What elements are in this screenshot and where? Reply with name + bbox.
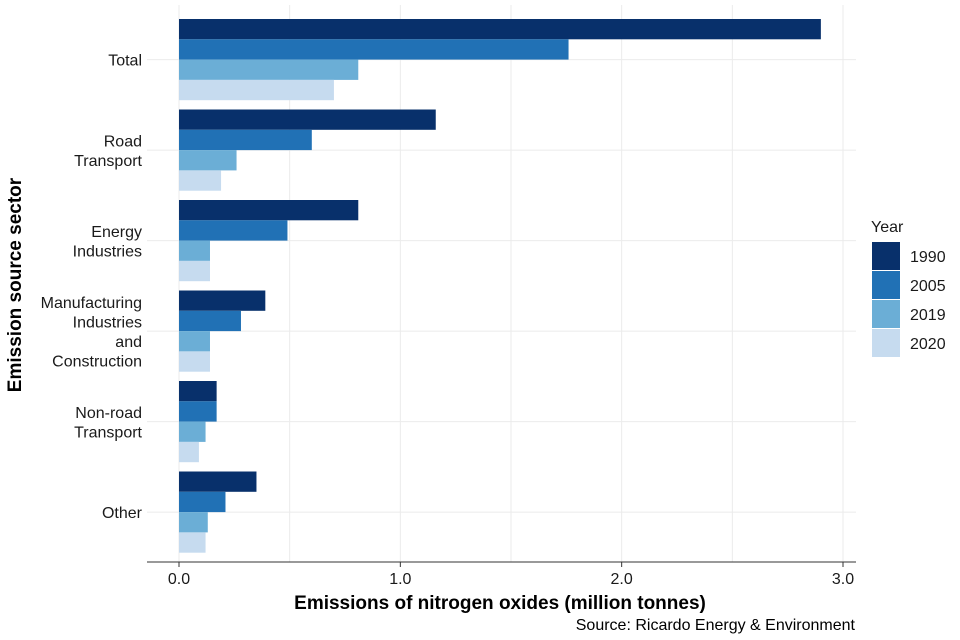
legend-label-2019: 2019 bbox=[910, 307, 946, 324]
bar-2005-5 bbox=[179, 491, 226, 513]
legend-swatch-2005 bbox=[872, 271, 900, 299]
legend: Year 1990 2005 2019 2020 bbox=[871, 219, 946, 357]
x-axis-title: Emissions of nitrogen oxides (million to… bbox=[294, 593, 706, 614]
bar-2020-0 bbox=[179, 79, 334, 101]
bar-2019-5 bbox=[179, 512, 208, 533]
legend-label-1990: 1990 bbox=[910, 249, 946, 266]
bar-2020-3 bbox=[179, 351, 210, 372]
legend-label-2020: 2020 bbox=[910, 336, 946, 353]
bar-1990-2 bbox=[179, 200, 359, 221]
bar-1990-3 bbox=[179, 290, 266, 311]
bar-2005-0 bbox=[179, 39, 569, 60]
y-axis-title: Emission source sector bbox=[5, 177, 26, 392]
x-tick-label: 1.0 bbox=[389, 571, 411, 588]
legend-title: Year bbox=[871, 219, 904, 236]
x-tick-label: 0.0 bbox=[168, 571, 190, 588]
x-tick-label: 2.0 bbox=[611, 571, 633, 588]
grid-layer bbox=[147, 5, 856, 562]
category-label: Non-road Transport bbox=[74, 405, 142, 442]
category-label: Other bbox=[102, 505, 143, 522]
bar-2005-1 bbox=[179, 129, 312, 151]
bar-2019-2 bbox=[179, 240, 210, 261]
category-label: Manufacturing Industries and Construction bbox=[41, 295, 142, 371]
bar-1990-4 bbox=[179, 381, 217, 402]
category-label: Energy Industries bbox=[73, 224, 142, 261]
source-caption: Source: Ricardo Energy & Environment bbox=[576, 617, 856, 634]
legend-label-2005: 2005 bbox=[910, 278, 946, 295]
bar-2020-2 bbox=[179, 260, 210, 282]
category-labels: Total Road Transport Energy Industries Manufa… bbox=[41, 53, 143, 522]
bar-2019-0 bbox=[179, 59, 359, 80]
bar-2005-3 bbox=[179, 310, 241, 332]
bar-2020-4 bbox=[179, 441, 199, 463]
category-label: Road Transport bbox=[74, 133, 142, 170]
legend-swatch-2019 bbox=[872, 300, 900, 328]
bar-2005-2 bbox=[179, 220, 288, 241]
bar-2020-1 bbox=[179, 170, 222, 191]
bar-2005-4 bbox=[179, 401, 217, 422]
legend-swatch-1990 bbox=[872, 242, 900, 270]
bar-1990-1 bbox=[179, 109, 436, 130]
x-tick-label: 3.0 bbox=[832, 571, 854, 588]
legend-swatch-2020 bbox=[872, 329, 900, 357]
bars-layer bbox=[179, 19, 821, 553]
bar-1990-0 bbox=[179, 19, 821, 40]
category-label: Total bbox=[108, 53, 142, 70]
bar-2019-1 bbox=[179, 150, 237, 171]
bar-2019-3 bbox=[179, 331, 210, 352]
x-axis-ticks: 0.0 1.0 2.0 3.0 bbox=[168, 562, 854, 588]
bar-1990-5 bbox=[179, 471, 257, 492]
bar-2020-5 bbox=[179, 532, 206, 553]
bar-2019-4 bbox=[179, 421, 206, 442]
